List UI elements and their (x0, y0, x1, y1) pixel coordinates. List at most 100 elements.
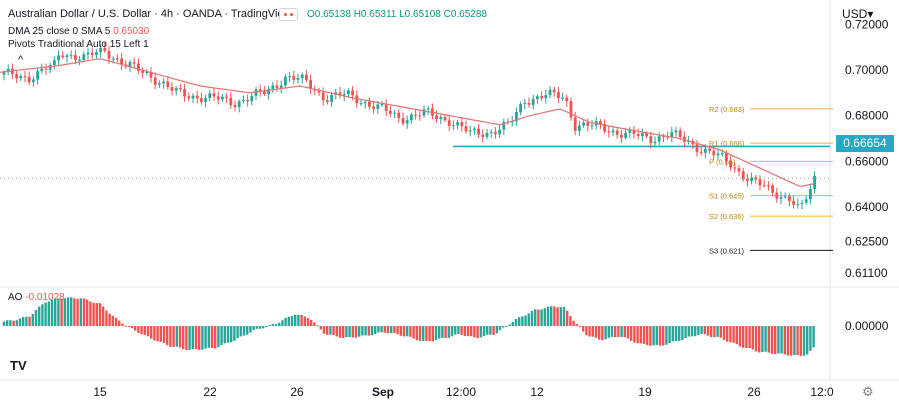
candle-body (351, 90, 354, 96)
candle-body (179, 88, 182, 90)
ao-bar (383, 326, 386, 333)
ao-bar (409, 326, 412, 337)
price-tick-label: 0.72000 (845, 17, 889, 31)
candle-body (317, 90, 321, 93)
ao-bar (47, 301, 50, 326)
ao-bar (278, 322, 281, 326)
ao-bar (441, 326, 444, 338)
candle-body (733, 167, 737, 169)
ao-bar (569, 316, 572, 326)
ao-bar (610, 326, 614, 337)
ao-bar (169, 326, 172, 347)
ao-bar (188, 326, 191, 350)
ao-bar (559, 307, 562, 326)
candle-body (788, 196, 791, 201)
candle-body (305, 74, 308, 81)
ao-bar (434, 326, 438, 341)
candle-body (40, 68, 44, 72)
ao-bar (386, 326, 390, 334)
ao-bar (495, 326, 498, 334)
ao-bar (422, 326, 425, 341)
ao-bar (527, 313, 530, 326)
ao-bar (729, 326, 732, 343)
ao-bar (258, 326, 262, 329)
candle-body (221, 96, 224, 100)
ao-legend: AO -0.01028 (8, 292, 65, 303)
ao-bar (489, 326, 492, 335)
candle-body (620, 134, 623, 138)
candle-body (65, 55, 69, 58)
candle-body (6, 68, 10, 73)
candle-body (426, 108, 430, 110)
candle-body (95, 52, 98, 56)
candle-body (649, 136, 653, 144)
ao-bar (450, 326, 454, 337)
collapse-toggle-icon[interactable] (279, 8, 298, 21)
ao-label: AO (8, 292, 23, 303)
candle-body (27, 76, 31, 83)
currency-label[interactable]: USD▾ (842, 7, 874, 21)
candle-body (48, 64, 52, 70)
ao-bar (194, 326, 198, 350)
ao-bar (223, 326, 226, 344)
ao-bar (476, 326, 479, 339)
time-tick-label: 26 (290, 385, 304, 399)
ao-bar (572, 320, 575, 326)
ao-bar (329, 326, 332, 335)
candle-body (485, 132, 489, 138)
ao-bar (255, 326, 258, 329)
dma-line (0, 58, 814, 187)
ao-bar (578, 326, 582, 328)
candle-body (435, 115, 438, 119)
candle-body (86, 52, 90, 55)
candle-body (662, 136, 665, 138)
ao-bar (345, 326, 348, 338)
collapse-legend-icon[interactable]: ^ (18, 54, 24, 66)
ao-bar (86, 299, 89, 326)
candle-body (704, 148, 707, 153)
candle-body (813, 175, 816, 189)
price-tick-label: 0.68000 (845, 109, 889, 123)
tradingview-logo-icon[interactable]: TV (10, 358, 27, 373)
candle-body (321, 92, 325, 101)
candle-body (368, 101, 371, 107)
time-tick-label: 22 (203, 385, 217, 399)
candle-body (174, 88, 178, 91)
pivot-label-s2: S2 (0.636) (709, 212, 745, 221)
candle-body (216, 96, 220, 100)
candle-body (519, 104, 522, 113)
ao-bar (482, 326, 486, 337)
ao-bar (134, 326, 137, 331)
ao-bar (399, 326, 402, 336)
ao-bar (428, 326, 431, 342)
ao-bar (82, 298, 86, 326)
candle-body (153, 77, 157, 85)
ao-bar (380, 326, 383, 333)
ao-bar (764, 326, 767, 352)
candle-body (237, 101, 241, 108)
candle-body (481, 134, 485, 138)
candle-body (389, 110, 392, 114)
ao-bar (646, 326, 649, 346)
ao-bar (322, 326, 326, 334)
dma-label: DMA 25 close 0 SMA 5 (8, 26, 111, 37)
candle-body (468, 130, 472, 132)
candle-body (809, 188, 812, 200)
support-price-badge: 0.66654 (836, 135, 894, 152)
ao-bar (306, 318, 310, 326)
candle-body (678, 130, 682, 137)
candle-body (750, 177, 753, 182)
ao-bar (690, 326, 694, 337)
candle-body (288, 76, 291, 78)
ao-bar (159, 326, 162, 342)
time-tick-label: 15 (93, 385, 107, 399)
ao-bar (540, 309, 543, 326)
ao-bar (431, 326, 434, 342)
ao-bar (393, 326, 396, 334)
candle-body (212, 93, 216, 97)
candle-body (578, 125, 581, 131)
gear-icon[interactable]: ⚙ (862, 384, 874, 399)
candle-body (137, 63, 140, 71)
candle-body (779, 196, 783, 199)
